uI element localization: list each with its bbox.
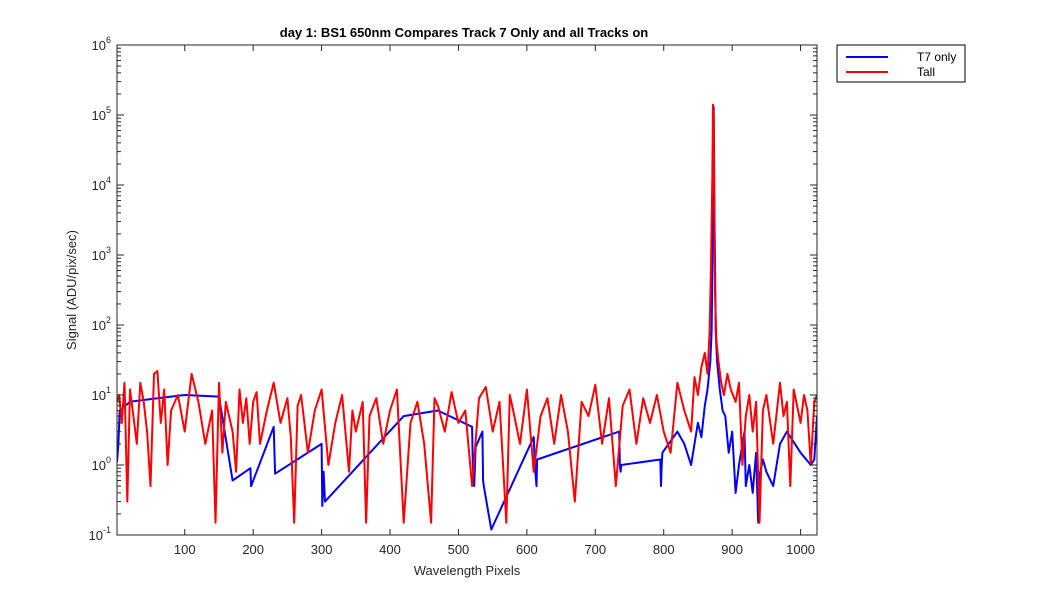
y-tick-label: 105 bbox=[92, 105, 111, 123]
y-tick-label-exponent: 4 bbox=[106, 175, 111, 185]
chart-title: day 1: BS1 650nm Compares Track 7 Only a… bbox=[280, 25, 649, 40]
y-tick-label: 100 bbox=[92, 455, 111, 473]
y-tick-label-exponent: 2 bbox=[106, 315, 111, 325]
x-tick-label: 600 bbox=[516, 542, 538, 557]
y-tick-label-base: 10 bbox=[89, 528, 103, 543]
x-tick-label: 100 bbox=[174, 542, 196, 557]
x-tick-label: 700 bbox=[584, 542, 606, 557]
series-layer bbox=[117, 103, 817, 531]
legend: T7 only Tall bbox=[836, 44, 966, 83]
y-tick-label: 101 bbox=[92, 385, 111, 403]
series-line-t7-only bbox=[117, 106, 817, 531]
x-tick-label: 500 bbox=[448, 542, 470, 557]
axes-layer: 100 200 300 400 500 600 700 800 900 100010-110010… bbox=[89, 35, 817, 557]
y-axis-label: Signal (ADU/pix/sec) bbox=[64, 230, 79, 350]
y-tick-label-exponent: 5 bbox=[106, 105, 111, 115]
y-tick-label: 106 bbox=[92, 35, 111, 53]
y-tick-label-base: 10 bbox=[92, 178, 106, 193]
series-line-tall bbox=[117, 103, 817, 524]
x-axis-label: Wavelength Pixels bbox=[414, 563, 521, 578]
y-tick-label-exponent: 0 bbox=[106, 455, 111, 465]
y-tick-label-exponent: 1 bbox=[106, 385, 111, 395]
x-tick-label: 400 bbox=[379, 542, 401, 557]
y-tick-label-base: 10 bbox=[92, 38, 106, 53]
x-tick-label: 1000 bbox=[786, 542, 815, 557]
y-tick-label-exponent: -1 bbox=[103, 525, 111, 535]
legend-label-tall: Tall bbox=[917, 65, 935, 79]
legend-box bbox=[836, 44, 966, 83]
x-tick-label: 300 bbox=[311, 542, 333, 557]
y-tick-label-base: 10 bbox=[92, 248, 106, 263]
y-tick-label: 10-1 bbox=[89, 525, 111, 543]
y-tick-label-base: 10 bbox=[92, 108, 106, 123]
x-tick-label: 200 bbox=[242, 542, 264, 557]
plot-frame bbox=[116, 44, 818, 536]
y-tick-label: 103 bbox=[92, 245, 111, 263]
y-tick-label-exponent: 3 bbox=[106, 245, 111, 255]
y-tick-label: 104 bbox=[92, 175, 111, 193]
legend-label-t7-only: T7 only bbox=[917, 50, 956, 64]
y-tick-label-base: 10 bbox=[92, 318, 106, 333]
y-tick-label-base: 10 bbox=[92, 388, 106, 403]
y-tick-label-base: 10 bbox=[92, 458, 106, 473]
y-tick-label-exponent: 6 bbox=[106, 35, 111, 45]
x-tick-label: 900 bbox=[721, 542, 743, 557]
x-tick-label: 800 bbox=[653, 542, 675, 557]
y-tick-label: 102 bbox=[92, 315, 111, 333]
